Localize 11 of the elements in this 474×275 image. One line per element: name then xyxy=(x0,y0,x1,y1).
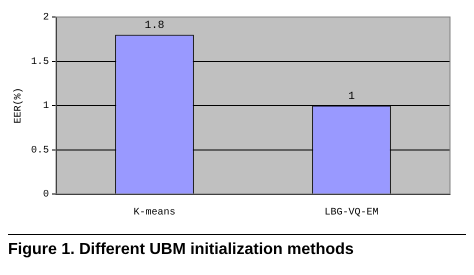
data-label: 1 xyxy=(348,90,356,103)
y-tick-label: 0.5 xyxy=(30,145,50,156)
y-tick-label: 2 xyxy=(42,12,50,24)
data-label: 1.8 xyxy=(144,20,164,32)
y-axis-title: EER(%) xyxy=(12,87,25,124)
y-tick-label: 1.5 xyxy=(30,56,50,68)
x-tick-label: K-means xyxy=(133,208,176,219)
y-tick-label: 0 xyxy=(42,190,50,201)
caption: Figure 1. Different UBM initialization methods xyxy=(8,241,355,259)
x-tick-label: LBG-VQ-EM xyxy=(324,208,379,219)
y-tick-label: 1 xyxy=(42,101,50,112)
